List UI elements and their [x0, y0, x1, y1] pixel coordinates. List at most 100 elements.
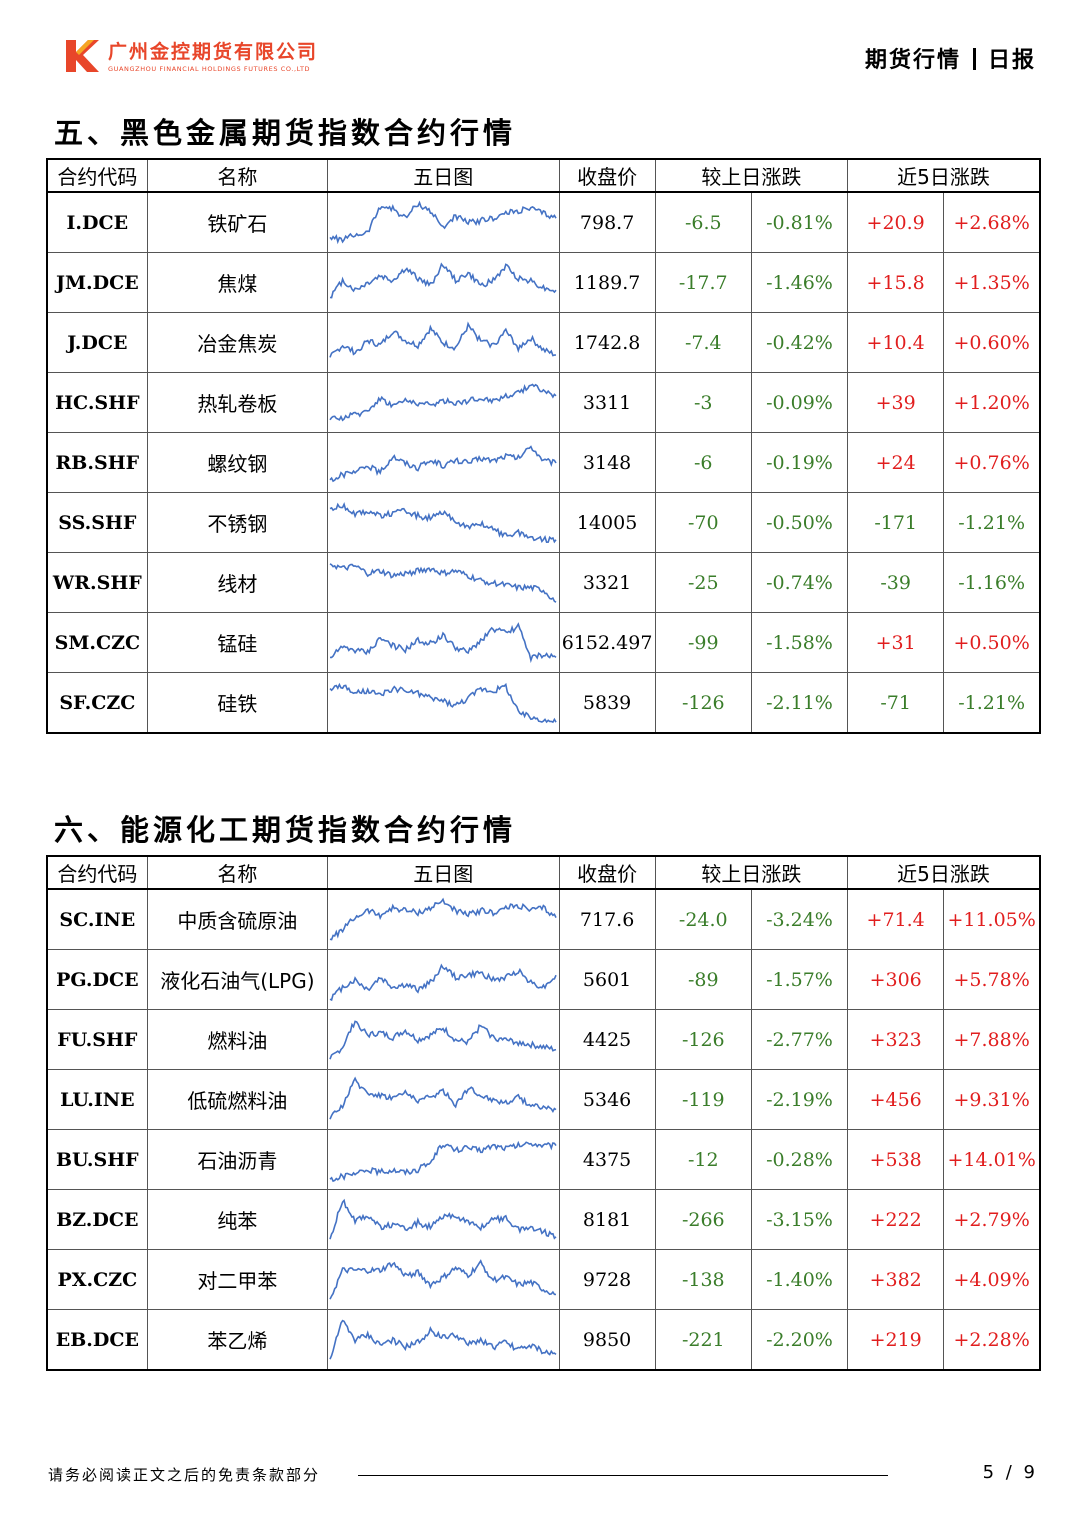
close-price: 798.7 — [558, 191, 656, 253]
table-row: SF.CZC 硅铁 5839 -126 -2.11% -71 -1.21% — [46, 672, 1041, 734]
daily-change: -119 — [654, 1069, 752, 1130]
five-day-sparkline — [327, 191, 560, 253]
table-row: LU.INE 低硫燃料油 5346 -119 -2.19% +456 +9.31% — [46, 1069, 1041, 1130]
close-price: 4425 — [558, 1009, 656, 1070]
five-day-change-pct: +2.68% — [943, 191, 1041, 253]
daily-change: -6 — [654, 432, 752, 493]
table-row: RB.SHF 螺纹钢 3148 -6 -0.19% +24 +0.76% — [46, 432, 1041, 493]
table-row: SS.SHF 不锈钢 14005 -70 -0.50% -171 -1.21% — [46, 492, 1041, 553]
company-name-cn: 广州金控期货有限公司 — [108, 41, 319, 63]
five-day-change-pct: +14.01% — [943, 1129, 1041, 1190]
five-day-sparkline — [327, 612, 560, 673]
report-frequency: 日报 — [987, 48, 1036, 73]
five-day-change-pct: -1.16% — [943, 552, 1041, 613]
daily-change-pct: -0.42% — [750, 312, 849, 373]
table-header-row: 合约代码 名称 五日图 收盘价 较上日涨跌 近5日涨跌 — [46, 158, 1041, 193]
daily-change-pct: -2.20% — [750, 1309, 849, 1371]
sparkline-chart — [329, 1258, 557, 1300]
contract-name: 对二甲苯 — [146, 1249, 329, 1310]
five-day-change-pct: +0.60% — [943, 312, 1041, 373]
daily-change-pct: -0.28% — [750, 1129, 849, 1190]
close-price: 4375 — [558, 1129, 656, 1190]
table-row: JM.DCE 焦煤 1189.7 -17.7 -1.46% +15.8 +1.35% — [46, 252, 1041, 313]
daily-change-pct: -0.74% — [750, 552, 849, 613]
five-day-sparkline — [327, 1129, 560, 1190]
daily-change: -126 — [654, 672, 752, 734]
contract-name: 燃料油 — [146, 1009, 329, 1070]
daily-change: -266 — [654, 1189, 752, 1250]
five-day-change: +538 — [847, 1129, 945, 1190]
five-day-change-pct: +2.28% — [943, 1309, 1041, 1371]
col-header-code: 合约代码 — [46, 158, 148, 193]
five-day-change: +456 — [847, 1069, 945, 1130]
sparkline-series — [329, 1198, 557, 1240]
sparkline-series — [329, 1319, 557, 1360]
contract-name: 螺纹钢 — [146, 432, 329, 493]
sparkline-series — [329, 962, 557, 1001]
table-row: SM.CZC 锰硅 6152.497 -99 -1.58% +31 +0.50% — [46, 612, 1041, 673]
contract-name: 液化石油气(LPG) — [146, 949, 329, 1010]
table-row: HC.SHF 热轧卷板 3311 -3 -0.09% +39 +1.20% — [46, 372, 1041, 433]
contract-code: PG.DCE — [46, 949, 148, 1010]
daily-change-pct: -0.50% — [750, 492, 849, 553]
table-row: SC.INE 中质含硫原油 717.6 -24.0 -3.24% +71.4 +11.05% — [46, 888, 1041, 950]
five-day-change: +222 — [847, 1189, 945, 1250]
section6-title: 六、能源化工期货指数合约行情 — [54, 813, 517, 847]
disclaimer-note: 请务必阅读正文之后的免责条款部分 — [48, 1466, 321, 1484]
five-day-sparkline — [327, 312, 560, 373]
sparkline-series — [329, 320, 557, 358]
daily-change: -6.5 — [654, 191, 752, 253]
contract-code: WR.SHF — [46, 552, 148, 613]
sparkline-series — [329, 501, 557, 543]
sparkline-series — [329, 1140, 557, 1182]
five-day-sparkline — [327, 552, 560, 613]
daily-change-pct: -3.24% — [750, 888, 849, 950]
five-day-change: +382 — [847, 1249, 945, 1310]
close-price: 8181 — [558, 1189, 656, 1250]
five-day-change-pct: +2.79% — [943, 1189, 1041, 1250]
contract-code: FU.SHF — [46, 1009, 148, 1070]
col-header-chart: 五日图 — [327, 855, 560, 890]
contract-name: 低硫燃料油 — [146, 1069, 329, 1130]
five-day-sparkline — [327, 1309, 560, 1371]
five-day-change: +24 — [847, 432, 945, 493]
sparkline-chart — [329, 1019, 557, 1059]
sparkline-series — [329, 1019, 557, 1059]
five-day-change: -39 — [847, 552, 945, 613]
daily-change: -126 — [654, 1009, 752, 1070]
contract-name: 线材 — [146, 552, 329, 613]
daily-change: -12 — [654, 1129, 752, 1190]
sparkline-series — [329, 1076, 557, 1120]
daily-change-pct: -2.77% — [750, 1009, 849, 1070]
five-day-sparkline — [327, 1069, 560, 1130]
daily-change: -7.4 — [654, 312, 752, 373]
contract-code: SS.SHF — [46, 492, 148, 553]
col-header-5day-change: 近5日涨跌 — [847, 158, 1041, 193]
col-header-daily-change: 较上日涨跌 — [654, 158, 849, 193]
five-day-sparkline — [327, 1009, 560, 1070]
five-day-change-pct: +9.31% — [943, 1069, 1041, 1130]
contract-code: SC.INE — [46, 888, 148, 950]
close-price: 5839 — [558, 672, 656, 734]
close-price: 1742.8 — [558, 312, 656, 373]
daily-change-pct: -1.40% — [750, 1249, 849, 1310]
daily-change-pct: -3.15% — [750, 1189, 849, 1250]
sparkline-series — [329, 444, 557, 482]
close-price: 14005 — [558, 492, 656, 553]
close-price: 3311 — [558, 372, 656, 433]
footer-rule — [358, 1475, 888, 1476]
contract-code: RB.SHF — [46, 432, 148, 493]
sparkline-series — [330, 621, 557, 663]
daily-change: -221 — [654, 1309, 752, 1371]
sparkline-chart — [329, 897, 557, 941]
five-day-sparkline — [327, 888, 560, 950]
daily-change-pct: -1.46% — [750, 252, 849, 313]
five-day-change-pct: +1.20% — [943, 372, 1041, 433]
contract-name: 焦煤 — [146, 252, 329, 313]
close-price: 717.6 — [558, 888, 656, 950]
sparkline-chart — [330, 621, 557, 663]
daily-change-pct: -0.81% — [750, 191, 849, 253]
five-day-sparkline — [327, 492, 560, 553]
sparkline-series — [329, 682, 557, 723]
five-day-change: +31 — [847, 612, 945, 673]
